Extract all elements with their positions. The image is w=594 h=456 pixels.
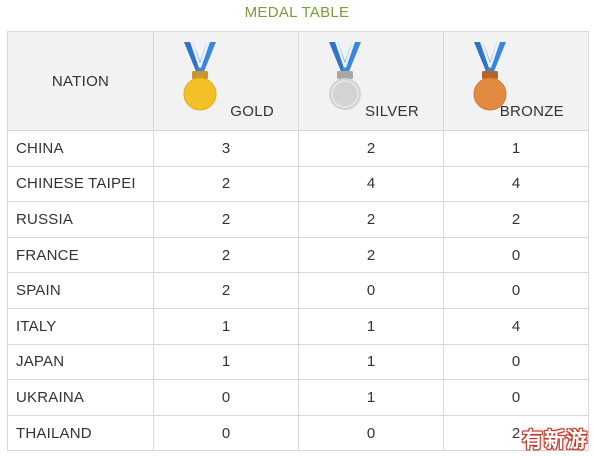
table-row: JAPAN 1 1 0 — [7, 343, 589, 381]
nation-cell: RUSSIA — [7, 201, 154, 238]
silver-column-header: SILVER — [298, 31, 444, 131]
bronze-count-cell: 2 — [443, 201, 589, 238]
gold-count-cell: 0 — [153, 379, 299, 416]
nation-cell: CHINESE TAIPEI — [7, 165, 154, 203]
table-row: THAILAND 0 0 2 — [7, 414, 589, 452]
silver-count-cell: 2 — [298, 236, 444, 274]
silver-medal-icon — [329, 42, 361, 110]
page-title: MEDAL TABLE — [244, 4, 350, 21]
nation-cell: THAILAND — [7, 414, 154, 452]
silver-count-cell: 0 — [298, 272, 444, 309]
gold-count-cell: 1 — [153, 343, 299, 381]
table-row: CHINESE TAIPEI 2 4 4 — [7, 165, 589, 203]
gold-count-cell: 0 — [153, 414, 299, 452]
bronze-column-header: BRONZE — [443, 31, 589, 131]
bronze-count-cell: 1 — [443, 130, 589, 167]
table-row: ITALY 1 1 4 — [7, 307, 589, 345]
table-row: CHINA 3 2 1 — [7, 130, 589, 167]
bronze-count-cell: 0 — [443, 236, 589, 274]
bronze-count-cell: 0 — [443, 343, 589, 381]
nation-cell: CHINA — [7, 130, 154, 167]
bronze-count-cell: 2 — [443, 414, 589, 452]
medal-table: NATION GOLD — [7, 31, 589, 452]
silver-header-label: SILVER — [364, 103, 419, 120]
nation-cell: FRANCE — [7, 236, 154, 274]
silver-count-cell: 0 — [298, 414, 444, 452]
gold-count-cell: 2 — [153, 272, 299, 309]
gold-column-header: GOLD — [153, 31, 299, 131]
silver-count-cell: 1 — [298, 379, 444, 416]
table-header-row: NATION GOLD — [7, 31, 589, 131]
bronze-header-label: BRONZE — [499, 103, 564, 120]
gold-count-cell: 1 — [153, 307, 299, 345]
silver-count-cell: 1 — [298, 307, 444, 345]
table-row: RUSSIA 2 2 2 — [7, 201, 589, 238]
gold-count-cell: 3 — [153, 130, 299, 167]
nation-cell: JAPAN — [7, 343, 154, 381]
silver-count-cell: 2 — [298, 130, 444, 167]
silver-count-cell: 4 — [298, 165, 444, 203]
bronze-count-cell: 0 — [443, 379, 589, 416]
bronze-count-cell: 4 — [443, 165, 589, 203]
nation-cell: SPAIN — [7, 272, 154, 309]
table-row: FRANCE 2 2 0 — [7, 236, 589, 274]
nation-column-header: NATION — [7, 31, 154, 131]
bronze-medal-icon — [473, 42, 507, 111]
table-row: SPAIN 2 0 0 — [7, 272, 589, 309]
silver-count-cell: 1 — [298, 343, 444, 381]
gold-count-cell: 2 — [153, 236, 299, 274]
gold-count-cell: 2 — [153, 165, 299, 203]
table-row: UKRAINA 0 1 0 — [7, 379, 589, 416]
silver-count-cell: 2 — [298, 201, 444, 238]
nation-cell: UKRAINA — [7, 379, 154, 416]
nation-cell: ITALY — [7, 307, 154, 345]
bronze-count-cell: 4 — [443, 307, 589, 345]
watermark-logo: 有新游 — [522, 428, 588, 452]
gold-count-cell: 2 — [153, 201, 299, 238]
gold-medal-icon — [183, 42, 217, 111]
gold-header-label: GOLD — [230, 103, 274, 120]
bronze-count-cell: 0 — [443, 272, 589, 309]
nation-header-label: NATION — [51, 72, 110, 90]
